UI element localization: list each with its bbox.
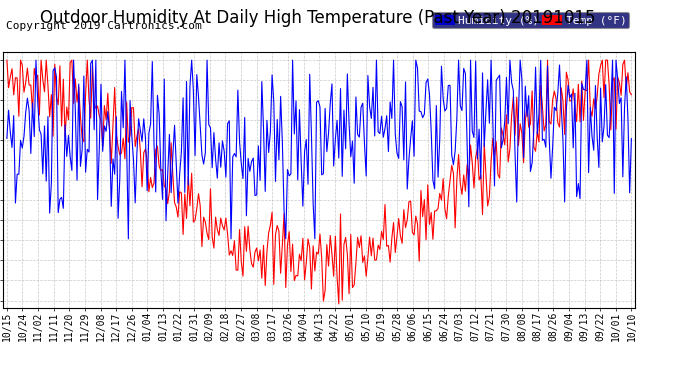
Text: Copyright 2019 Cartronics.com: Copyright 2019 Cartronics.com <box>6 21 201 31</box>
Legend: Humidity (%), Temp (°F): Humidity (%), Temp (°F) <box>432 12 629 28</box>
Text: Outdoor Humidity At Daily High Temperature (Past Year) 20191015: Outdoor Humidity At Daily High Temperatu… <box>39 9 595 27</box>
